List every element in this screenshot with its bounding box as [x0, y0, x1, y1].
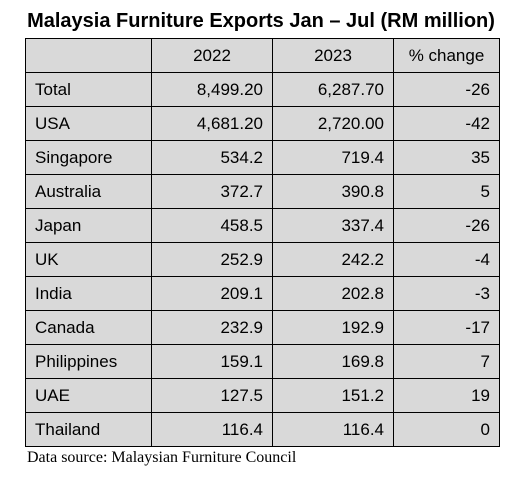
table-row: Thailand 116.4 116.4 0: [25, 412, 500, 447]
change-cell: -4: [393, 242, 500, 277]
value-2022-cell: 8,499.20: [151, 72, 273, 107]
value-2022-cell: 458.5: [151, 208, 273, 243]
value-2023-cell: 337.4: [272, 208, 394, 243]
value-2023-cell: 390.8: [272, 174, 394, 209]
country-cell: Total: [25, 72, 152, 107]
header-cell-country: [25, 38, 152, 73]
country-cell: Philippines: [25, 344, 152, 379]
table-title: Malaysia Furniture Exports Jan – Jul (RM…: [27, 10, 495, 32]
country-cell: UK: [25, 242, 152, 277]
exports-table: 2022 2023 % change Total 8,499.20 6,287.…: [25, 38, 500, 447]
country-cell: Thailand: [25, 412, 152, 447]
value-2023-cell: 242.2: [272, 242, 394, 277]
change-cell: 0: [393, 412, 500, 447]
value-2022-cell: 232.9: [151, 310, 273, 345]
value-2023-cell: 116.4: [272, 412, 394, 447]
value-2023-cell: 151.2: [272, 378, 394, 413]
value-2023-cell: 719.4: [272, 140, 394, 175]
value-2022-cell: 252.9: [151, 242, 273, 277]
country-cell: USA: [25, 106, 152, 141]
table-row: USA 4,681.20 2,720.00 -42: [25, 106, 500, 141]
change-cell: -26: [393, 208, 500, 243]
change-cell: 5: [393, 174, 500, 209]
change-cell: -26: [393, 72, 500, 107]
country-cell: Canada: [25, 310, 152, 345]
country-cell: Japan: [25, 208, 152, 243]
change-cell: 19: [393, 378, 500, 413]
change-cell: -17: [393, 310, 500, 345]
country-cell: UAE: [25, 378, 152, 413]
change-cell: 35: [393, 140, 500, 175]
table-row: Australia 372.7 390.8 5: [25, 174, 500, 209]
value-2022-cell: 127.5: [151, 378, 273, 413]
table-row: Total 8,499.20 6,287.70 -26: [25, 72, 500, 107]
country-cell: India: [25, 276, 152, 311]
header-cell-2023: 2023: [272, 38, 394, 73]
value-2022-cell: 116.4: [151, 412, 273, 447]
value-2023-cell: 169.8: [272, 344, 394, 379]
value-2022-cell: 534.2: [151, 140, 273, 175]
value-2022-cell: 4,681.20: [151, 106, 273, 141]
table-row: India 209.1 202.8 -3: [25, 276, 500, 311]
value-2022-cell: 159.1: [151, 344, 273, 379]
change-cell: -42: [393, 106, 500, 141]
value-2023-cell: 192.9: [272, 310, 394, 345]
table-row: UAE 127.5 151.2 19: [25, 378, 500, 413]
header-cell-change: % change: [393, 38, 500, 73]
country-cell: Singapore: [25, 140, 152, 175]
value-2023-cell: 202.8: [272, 276, 394, 311]
table-row: Singapore 534.2 719.4 35: [25, 140, 500, 175]
header-cell-2022: 2022: [151, 38, 273, 73]
value-2023-cell: 2,720.00: [272, 106, 394, 141]
value-2022-cell: 209.1: [151, 276, 273, 311]
data-source-note: Data source: Malaysian Furniture Council: [27, 449, 297, 466]
header-row: 2022 2023 % change: [25, 38, 500, 73]
value-2023-cell: 6,287.70: [272, 72, 394, 107]
change-cell: 7: [393, 344, 500, 379]
table-row: UK 252.9 242.2 -4: [25, 242, 500, 277]
country-cell: Australia: [25, 174, 152, 209]
table-row: Japan 458.5 337.4 -26: [25, 208, 500, 243]
table-row: Philippines 159.1 169.8 7: [25, 344, 500, 379]
table-row: Canada 232.9 192.9 -17: [25, 310, 500, 345]
value-2022-cell: 372.7: [151, 174, 273, 209]
change-cell: -3: [393, 276, 500, 311]
